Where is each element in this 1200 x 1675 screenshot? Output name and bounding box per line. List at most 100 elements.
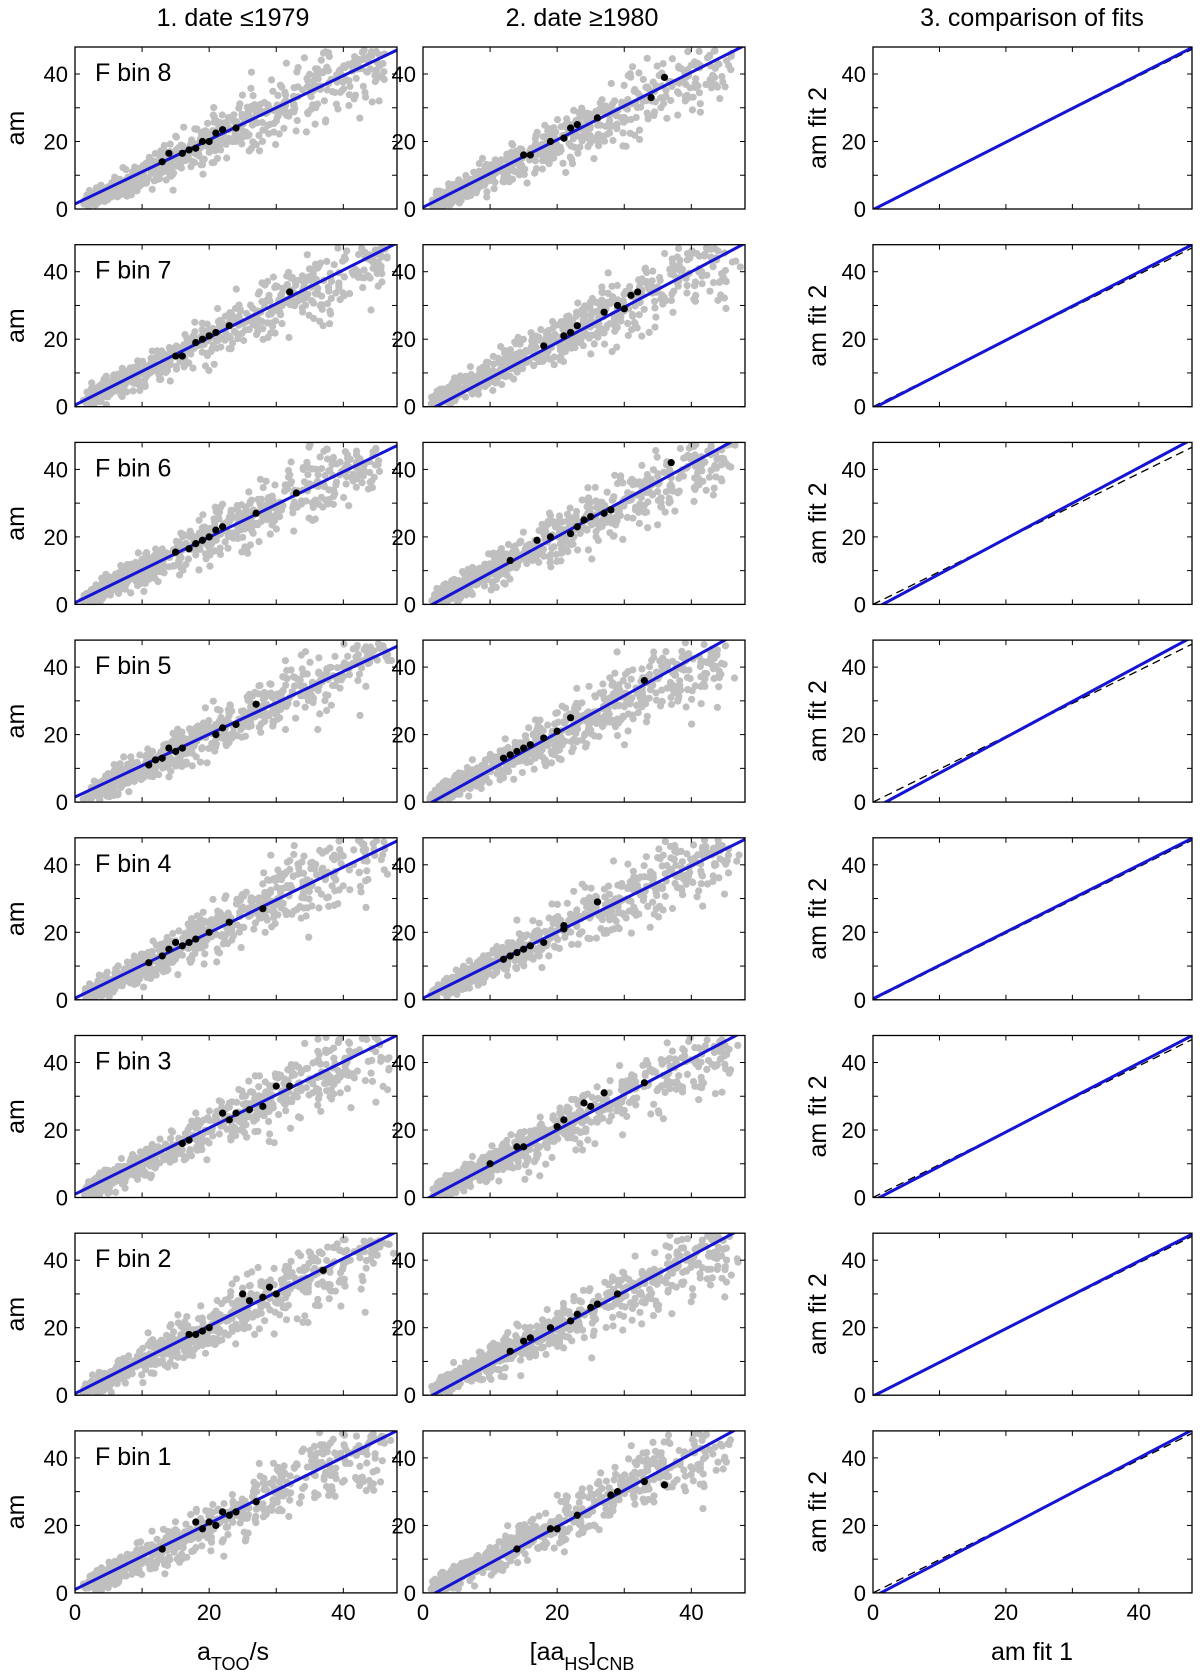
scatter-point xyxy=(356,455,364,463)
scatter-point xyxy=(703,271,711,279)
scatter-point xyxy=(653,62,661,70)
scatter-point xyxy=(445,583,454,591)
scatter-point xyxy=(298,665,306,673)
scatter-point xyxy=(221,312,230,320)
scatter-point xyxy=(530,362,538,370)
scatter-point xyxy=(215,121,223,129)
scatter-point xyxy=(638,461,646,469)
scatter-point xyxy=(602,102,610,110)
scatter-point xyxy=(475,570,484,578)
scatter-point xyxy=(505,351,513,360)
bin-mean-point xyxy=(218,126,227,134)
scatter-point xyxy=(450,575,458,584)
scatter-point xyxy=(657,295,665,303)
scatter-point xyxy=(267,310,275,318)
scatter-point xyxy=(455,176,463,184)
bin-mean-point xyxy=(218,724,227,732)
scatter-point xyxy=(728,258,737,266)
scatter-point xyxy=(314,65,322,73)
plot-area xyxy=(426,640,739,803)
scatter-point xyxy=(475,160,483,168)
scatter-point xyxy=(620,741,629,749)
scatter-point xyxy=(355,250,363,259)
scatter-point xyxy=(570,132,578,140)
scatter-point xyxy=(223,518,231,526)
scatter-point xyxy=(268,492,276,500)
scatter-point xyxy=(366,478,374,486)
scatter-point xyxy=(129,387,137,395)
scatter-point xyxy=(377,262,385,270)
scatter-point xyxy=(134,549,142,557)
scatter-point xyxy=(470,168,478,176)
scatter-point xyxy=(719,78,727,86)
scatter-point xyxy=(603,488,611,496)
scatter-point xyxy=(596,99,604,107)
scatter-point xyxy=(297,497,306,505)
scatter-point xyxy=(666,498,674,506)
panel-frame xyxy=(422,46,746,210)
scatter-point xyxy=(204,119,212,127)
scatter-point xyxy=(269,273,277,281)
plot-area xyxy=(873,244,1192,407)
scatter-point xyxy=(633,324,641,332)
scatter-point xyxy=(310,77,318,85)
bin-mean-point xyxy=(225,322,233,330)
scatter-point xyxy=(638,332,646,340)
scatter-point xyxy=(555,512,564,520)
scatter-point xyxy=(710,484,718,492)
scatter-point xyxy=(302,301,310,309)
scatter-point xyxy=(261,690,270,698)
bin-mean-point xyxy=(212,129,220,137)
scatter-point xyxy=(637,103,645,111)
scatter-point xyxy=(531,169,539,177)
y-tick-label: 0 xyxy=(404,395,416,420)
bin-mean-point xyxy=(205,332,213,340)
scatter-point xyxy=(718,73,726,81)
scatter-point xyxy=(649,466,658,474)
scatter-point xyxy=(269,87,277,95)
scatter-point xyxy=(528,337,536,345)
scatter-point xyxy=(127,560,135,568)
scatter-point xyxy=(290,84,298,92)
scatter-point xyxy=(283,666,291,675)
scatter-point xyxy=(88,379,96,387)
scatter-point xyxy=(496,358,504,366)
y-tick-label: 40 xyxy=(44,260,68,285)
scatter-point xyxy=(468,590,476,599)
scatter-point xyxy=(125,788,133,796)
scatter-point xyxy=(527,329,535,337)
scatter-point xyxy=(236,132,244,140)
scatter-point xyxy=(267,76,276,84)
scatter-point xyxy=(235,313,243,321)
scatter-point xyxy=(714,296,722,304)
scatter-point xyxy=(248,102,256,110)
scatter-point xyxy=(715,683,723,691)
scatter-point xyxy=(594,130,603,138)
scatter-point xyxy=(103,792,111,800)
scatter-point xyxy=(293,116,301,125)
scatter-point xyxy=(228,707,236,715)
scatter-point xyxy=(299,464,307,472)
scatter-point xyxy=(214,336,222,344)
scatter-point xyxy=(329,486,338,494)
scatter-point xyxy=(619,142,627,150)
scatter-point xyxy=(375,97,383,105)
bin-mean-point xyxy=(292,489,300,497)
y-tick-label: 0 xyxy=(854,592,866,617)
scatter-point xyxy=(613,343,621,351)
x-label-col2: [aaHS]CNB xyxy=(530,1638,635,1674)
scatter-point xyxy=(610,315,619,323)
scatter-point xyxy=(696,108,705,116)
plot-area xyxy=(428,442,739,605)
scatter-point xyxy=(696,100,704,108)
scatter-point xyxy=(309,270,317,278)
scatter-point xyxy=(483,193,491,201)
scatter-point xyxy=(480,181,489,189)
plot-area xyxy=(423,47,745,209)
scatter-point xyxy=(251,688,259,697)
scatter-point xyxy=(612,521,620,529)
bin-mean-point xyxy=(546,137,555,146)
scatter-point xyxy=(148,185,156,193)
scatter-point xyxy=(565,139,573,148)
scatter-point xyxy=(544,127,552,135)
